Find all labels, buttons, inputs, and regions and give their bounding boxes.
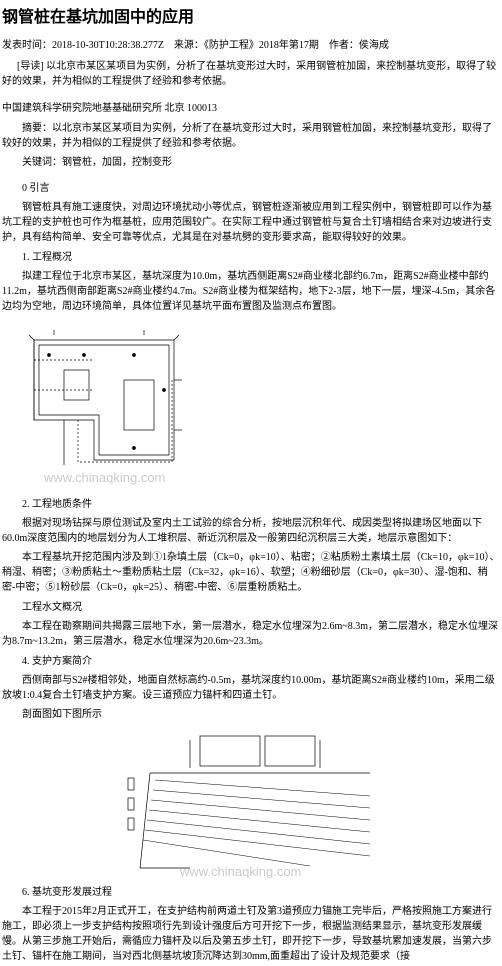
section-4-p2: 剖面图如下图所示 xyxy=(0,705,502,724)
section-4-title: 4. 支护方案简介 xyxy=(0,651,502,671)
figure-2-section: www.chinaqking.com xyxy=(0,724,502,882)
section-6-p1: 本工程于2015年2月正式开工，在支护结构前两道土钉及第3道预应力锚施工完毕后，… xyxy=(0,902,502,966)
section-6-title: 6. 基坑变形发展过程 xyxy=(0,882,502,902)
figure-1-plan: www.chinaqking.com xyxy=(0,316,502,494)
abstract: 摘要：以北京市某区某项目为实例，分析了在基坑变形过大时，采用钢管桩加固，来控制基… xyxy=(0,118,502,153)
section-2-p2: 本工程基坑开挖范围内涉及到①1杂填土层（Ck=0，φk=10）、粘密；②粘质粉土… xyxy=(0,548,502,597)
keywords: 关键词：钢管桩，加固，控制变形 xyxy=(0,153,502,172)
section-3-p1: 本工程在勘察期间共揭露三层地下水，第一层潜水，稳定水位埋深为2.6m~8.3m，… xyxy=(0,617,502,651)
section-2-p1: 根据对现场钻探与原位测试及室内土工试验的综合分析，按地层沉积年代、成因类型将拟建… xyxy=(0,514,502,548)
section-diagram: www.chinaqking.com xyxy=(120,728,380,878)
section-0-title: 0 引言 xyxy=(0,178,502,198)
section-1-p1: 拟建工程位于北京市某区，基坑深度为10.0m，基坑西侧距离S2#商业楼北部约6.… xyxy=(0,267,502,316)
article-title: 钢管桩在基坑加固中的应用 xyxy=(0,0,502,36)
plan-diagram: www.chinaqking.com xyxy=(24,320,194,490)
section-0-p1: 钢管桩具有施工速度快，对周边环境扰动小等优点，钢管桩逐渐被应用到工程实例中，钢管… xyxy=(0,198,502,247)
lead-paragraph: [导读] 以北京市某区某项目为实例，分析了在基坑变形过大时，采用钢管桩加固，来控… xyxy=(0,57,502,91)
watermark-text-2: www.chinaqking.com xyxy=(179,864,301,878)
watermark-text: www.chinaqking.com xyxy=(43,470,165,485)
section-4-p1: 西侧南部与S2#楼相邻处，地面自然标高约-0.5m，基坑深度约10.00m，基坑… xyxy=(0,671,502,705)
article-meta: 发表时间：2018-10-30T10:28:38.277Z 来源：《防护工程》2… xyxy=(0,36,502,57)
institution: 中国建筑科学研究院地基基础研究所 北京 100013 xyxy=(0,99,502,118)
section-3-title: 工程水文概况 xyxy=(0,597,502,617)
section-2-title: 2. 工程地质条件 xyxy=(0,494,502,514)
section-1-title: 1. 工程概况 xyxy=(0,247,502,267)
